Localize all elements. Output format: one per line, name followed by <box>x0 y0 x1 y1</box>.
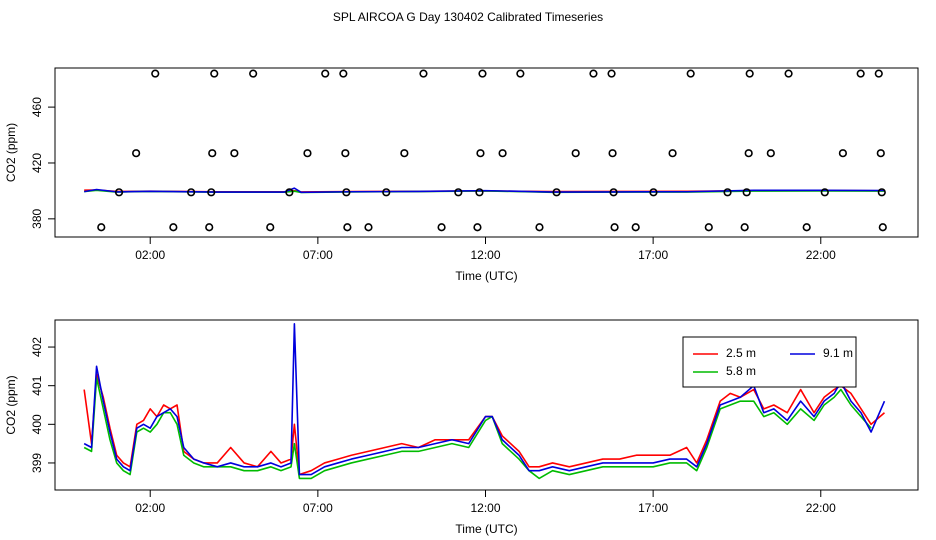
y-tick-label: 420 <box>30 153 44 173</box>
data-point <box>114 188 124 197</box>
data-point <box>382 188 391 197</box>
data-point <box>437 223 446 232</box>
data-point <box>419 69 428 78</box>
x-tick-label: 22:00 <box>806 248 836 262</box>
y-tick-label: 402 <box>30 337 44 357</box>
plot-frame <box>54 319 919 491</box>
data-line <box>83 377 872 480</box>
data-line <box>83 373 885 476</box>
y-tick-label: 400 <box>30 414 44 434</box>
x-axis-label: Time (UTC) <box>455 522 517 536</box>
x-tick-label: 12:00 <box>470 248 500 262</box>
y-axis-label: CO2 (ppm) <box>4 123 18 182</box>
data-point <box>303 149 312 158</box>
data-point <box>341 149 350 158</box>
x-tick-label: 07:00 <box>303 501 333 515</box>
data-point <box>649 188 658 197</box>
data-point <box>609 188 618 197</box>
data-point <box>230 149 239 158</box>
data-point <box>516 69 525 78</box>
data-point <box>856 69 865 78</box>
legend-box <box>682 336 857 388</box>
data-point <box>838 149 847 158</box>
data-point <box>766 149 775 158</box>
data-point <box>478 69 487 78</box>
data-point <box>364 223 373 232</box>
data-point <box>97 223 106 232</box>
data-point <box>266 223 275 232</box>
data-point <box>802 223 811 232</box>
x-tick-label: 22:00 <box>806 501 836 515</box>
y-axis-label: CO2 (ppm) <box>4 375 18 434</box>
data-point <box>132 149 141 158</box>
data-point <box>740 223 749 232</box>
y-tick-label: 401 <box>30 375 44 395</box>
x-tick-label: 07:00 <box>303 248 333 262</box>
data-point <box>343 223 352 232</box>
legend-label: 9.1 m <box>823 346 853 360</box>
data-point <box>169 223 178 232</box>
data-point <box>552 188 561 197</box>
chart-title: SPL AIRCOA G Day 130402 Calibrated Times… <box>333 10 603 24</box>
data-point <box>610 223 619 232</box>
x-tick-label: 17:00 <box>638 248 668 262</box>
data-point <box>686 69 695 78</box>
data-point <box>454 188 463 197</box>
data-point <box>745 69 754 78</box>
legend-label: 5.8 m <box>726 364 756 378</box>
data-point <box>877 188 886 197</box>
plot-frame <box>54 67 919 238</box>
y-tick-label: 380 <box>30 209 44 229</box>
y-tick-label: 399 <box>30 453 44 473</box>
data-point <box>571 149 580 158</box>
data-point <box>400 149 409 158</box>
data-point <box>631 223 640 232</box>
x-tick-label: 17:00 <box>638 501 668 515</box>
data-point <box>249 69 258 78</box>
panel: 02:00 07:00 12:00 17:00 22:00 399 400 401 402 Tim… <box>4 319 919 536</box>
data-point <box>874 69 883 78</box>
data-point <box>498 149 507 158</box>
data-point <box>151 69 160 78</box>
data-point <box>668 149 677 158</box>
data-point <box>704 223 713 232</box>
data-point <box>205 223 214 232</box>
data-point <box>339 69 348 78</box>
x-tick-label: 02:00 <box>135 501 165 515</box>
panel: SPL AIRCOA G Day 130402 Calibrated Times… <box>4 10 919 283</box>
data-point <box>475 188 484 197</box>
legend: 2.5 m 5.8 m 9.1 m <box>682 336 857 388</box>
data-point <box>820 188 829 197</box>
legend-label: 2.5 m <box>726 346 756 360</box>
data-point <box>208 149 217 158</box>
x-tick-label: 12:00 <box>470 501 500 515</box>
data-point <box>784 69 793 78</box>
data-point <box>876 149 885 158</box>
data-line <box>83 323 886 476</box>
y-tick-label: 460 <box>30 97 44 117</box>
data-point <box>535 223 544 232</box>
data-point <box>187 188 196 197</box>
data-point <box>342 188 351 197</box>
data-point <box>744 149 753 158</box>
data-point <box>608 149 617 158</box>
x-tick-label: 02:00 <box>135 248 165 262</box>
data-point <box>207 188 216 197</box>
data-point <box>589 69 598 78</box>
data-point <box>285 188 294 197</box>
data-point <box>476 149 485 158</box>
x-axis-label: Time (UTC) <box>455 269 517 283</box>
data-point <box>878 223 887 232</box>
data-point <box>742 188 751 197</box>
data-point <box>473 223 482 232</box>
data-point <box>210 69 219 78</box>
data-point <box>607 69 616 78</box>
data-point <box>321 69 330 78</box>
data-line <box>84 187 885 194</box>
data-point <box>723 188 732 197</box>
